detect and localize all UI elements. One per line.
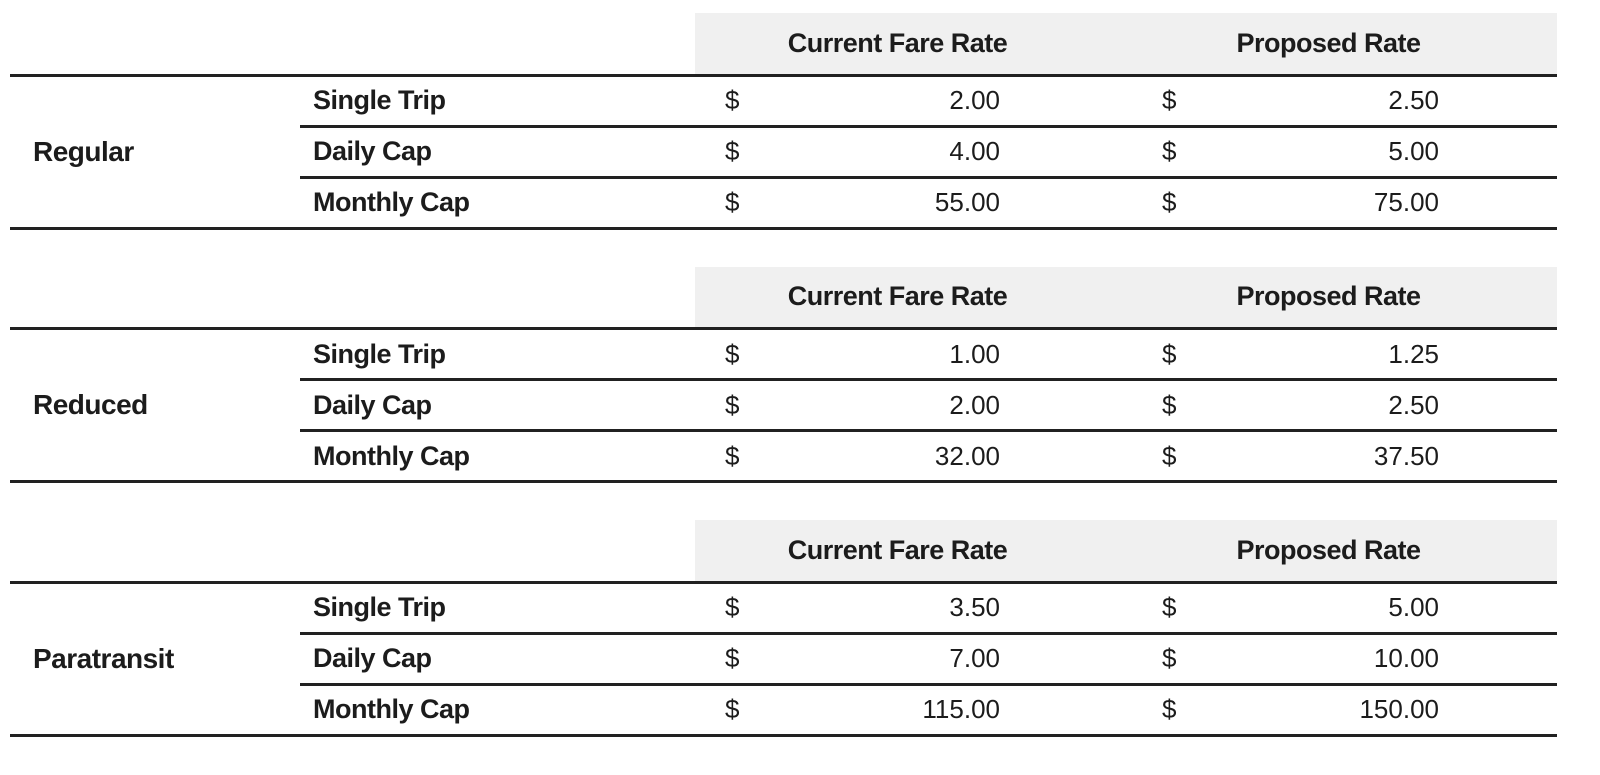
currency-symbol: $	[1162, 643, 1177, 673]
current-fare-rate-header: Current Fare Rate	[695, 520, 1100, 582]
currency-symbol: $	[1162, 187, 1177, 217]
header-spacer	[300, 13, 695, 75]
currency-symbol: $	[725, 187, 740, 217]
table-row: Daily Cap $7.00 $10.00	[10, 633, 1557, 686]
fare-value-proposed: 5.00	[1388, 592, 1439, 622]
fare-value-current: 4.00	[949, 136, 1000, 166]
fare-comparison-page: Current Fare Rate Proposed Rate Regular …	[10, 13, 1557, 737]
currency-symbol: $	[725, 389, 740, 420]
table-row: Regular Single Trip $2.00 $2.50	[10, 73, 1557, 230]
row-label: Monthly Cap	[300, 684, 695, 737]
fare-table-paratransit: Current Fare Rate Proposed Rate Paratran…	[10, 520, 1557, 737]
currency-symbol: $	[1162, 85, 1177, 115]
header-row: Current Fare Rate Proposed Rate	[10, 520, 1557, 582]
table-row: Paratransit Single Trip $3.50 $5.00	[10, 580, 1557, 737]
proposed-rate-header: Proposed Rate	[1100, 520, 1557, 582]
table-row: Reduced Single Trip $1.00 $1.25	[10, 327, 1557, 483]
currency-symbol: $	[725, 440, 740, 471]
currency-symbol: $	[1162, 440, 1177, 471]
currency-symbol: $	[725, 338, 740, 369]
currency-symbol: $	[725, 136, 740, 166]
proposed-rate-header: Proposed Rate	[1100, 13, 1557, 75]
fare-value-proposed: 5.00	[1388, 136, 1439, 166]
proposed-rate-header: Proposed Rate	[1100, 266, 1557, 329]
table-row: Monthly Cap $115.00 $150.00	[10, 684, 1557, 737]
currency-symbol: $	[725, 694, 740, 724]
fare-value-current: 2.00	[949, 389, 1000, 420]
table-row: Daily Cap $4.00 $5.00	[10, 126, 1557, 179]
fare-table-reduced: Current Fare Rate Proposed Rate Reduced …	[10, 266, 1557, 483]
header-spacer	[10, 13, 300, 75]
currency-symbol: $	[725, 592, 740, 622]
currency-symbol: $	[1162, 694, 1177, 724]
currency-symbol: $	[725, 85, 740, 115]
fare-value-current: 2.00	[949, 85, 1000, 115]
row-label: Monthly Cap	[300, 430, 695, 483]
row-label: Daily Cap	[300, 379, 695, 432]
header-row: Current Fare Rate Proposed Rate	[10, 13, 1557, 75]
row-label: Daily Cap	[300, 126, 695, 179]
category-label: Reduced	[10, 327, 300, 483]
fare-value-current: 115.00	[922, 694, 1000, 724]
current-fare-rate-header: Current Fare Rate	[695, 266, 1100, 329]
current-fare-rate-header: Current Fare Rate	[695, 13, 1100, 75]
currency-symbol: $	[1162, 389, 1177, 420]
table-row: Monthly Cap $55.00 $75.00	[10, 177, 1557, 230]
fare-value-current: 1.00	[949, 338, 1000, 369]
fare-value-current: 55.00	[934, 187, 1000, 217]
fare-value-proposed: 75.00	[1373, 187, 1439, 217]
currency-symbol: $	[1162, 592, 1177, 622]
row-label: Monthly Cap	[300, 177, 695, 230]
table-row: Monthly Cap $32.00 $37.50	[10, 430, 1557, 483]
fare-value-proposed: 2.50	[1388, 389, 1439, 420]
fare-value-proposed: 2.50	[1388, 85, 1439, 115]
currency-symbol: $	[1162, 136, 1177, 166]
currency-symbol: $	[1162, 338, 1177, 369]
fare-value-current: 7.00	[949, 643, 1000, 673]
category-label: Regular	[10, 73, 300, 230]
fare-value-current: 32.00	[934, 440, 1000, 471]
row-label: Single Trip	[300, 73, 695, 128]
header-row: Current Fare Rate Proposed Rate	[10, 266, 1557, 329]
row-label: Daily Cap	[300, 633, 695, 686]
fare-table-regular: Current Fare Rate Proposed Rate Regular …	[10, 13, 1557, 230]
fare-value-proposed: 150.00	[1359, 694, 1439, 724]
row-label: Single Trip	[300, 327, 695, 381]
fare-value-proposed: 10.00	[1373, 643, 1439, 673]
header-spacer	[300, 520, 695, 582]
currency-symbol: $	[725, 643, 740, 673]
category-label: Paratransit	[10, 580, 300, 737]
fare-value-proposed: 1.25	[1388, 338, 1439, 369]
row-label: Single Trip	[300, 580, 695, 635]
header-spacer	[300, 267, 695, 329]
header-spacer	[10, 520, 300, 582]
table-row: Daily Cap $2.00 $2.50	[10, 379, 1557, 432]
header-spacer	[10, 267, 300, 329]
fare-value-current: 3.50	[949, 592, 1000, 622]
fare-value-proposed: 37.50	[1373, 440, 1439, 471]
